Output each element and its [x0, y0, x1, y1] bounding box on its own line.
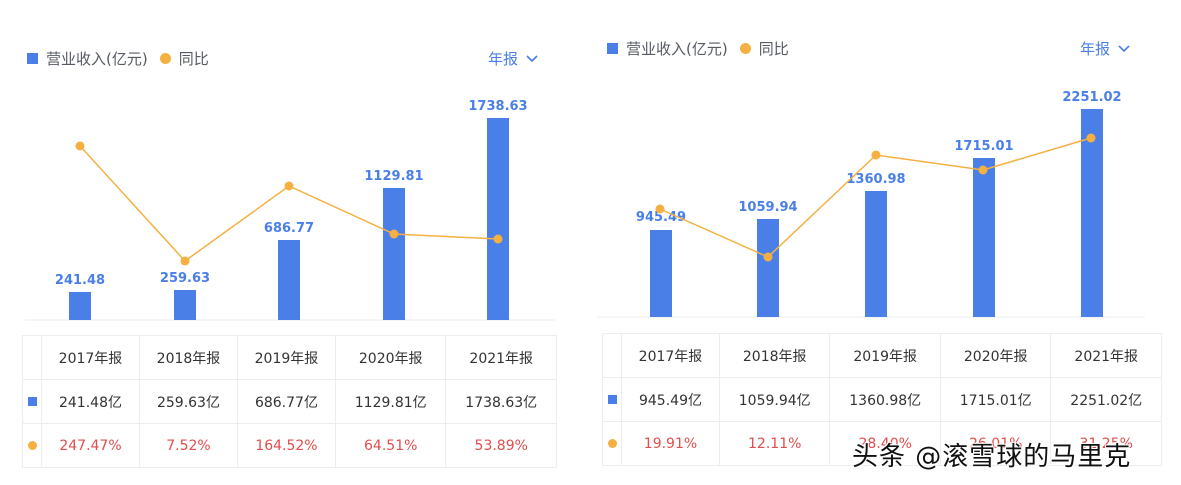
period-label: 年报: [488, 50, 519, 68]
revenue-row: 945.49亿 1059.94亿 1360.98亿 1715.01亿 2251.…: [602, 377, 1162, 422]
table-cell: 1059.94亿: [718, 377, 831, 422]
line-series-marker-icon: [27, 440, 37, 450]
left-chart-panel: 营业收入(亿元) 同比 年报 241.48 259.63 686.77 1129…: [0, 0, 590, 485]
period-label: 年报: [1080, 40, 1111, 58]
bar-legend-swatch-icon: [607, 43, 618, 54]
table-header: 2020年报: [939, 333, 1052, 378]
table-header: 2019年报: [829, 333, 941, 378]
table-cell: 2251.02亿: [1050, 377, 1162, 422]
svg-text:1738.63: 1738.63: [468, 99, 527, 114]
yoy-point-2021[interactable]: [1086, 133, 1096, 143]
table-cell: 247.47%: [41, 423, 140, 468]
svg-text:1360.98: 1360.98: [846, 172, 905, 187]
line-legend-dot-icon: [739, 43, 751, 54]
yoy-point-2017[interactable]: [75, 141, 85, 151]
table-cell: 945.49亿: [621, 377, 720, 422]
bar-series-marker-icon: [27, 396, 37, 406]
table-header: 2021年报: [445, 335, 557, 380]
table-cell: 259.63亿: [138, 379, 238, 424]
yoy-point-2017[interactable]: [655, 204, 665, 214]
legend-revenue-label: 营业收入(亿元): [46, 50, 148, 68]
revenue-bars: [650, 109, 1103, 317]
yoy-line: [655, 133, 1096, 262]
chart-legend: 营业收入(亿元) 同比: [27, 48, 209, 69]
yoy-point-2020[interactable]: [389, 229, 399, 239]
bar-2019[interactable]: [278, 240, 300, 320]
legend-yoy-label: 同比: [178, 50, 209, 68]
table-cell: 7.52%: [138, 423, 238, 468]
svg-text:945.49: 945.49: [636, 210, 686, 225]
bar-2021[interactable]: [1081, 109, 1103, 317]
watermark: 头条 @滚雪球的马里克: [852, 442, 1132, 472]
chart-legend: 营业收入(亿元) 同比: [607, 38, 789, 59]
yoy-point-2021[interactable]: [493, 234, 503, 244]
table-cell: 19.91%: [621, 421, 720, 466]
table-cell: 1360.98亿: [829, 377, 941, 422]
table-cell: 241.48亿: [41, 379, 140, 424]
yoy-point-2018[interactable]: [763, 252, 773, 262]
left-data-table: 2017年报 2018年报 2019年报 2020年报 2021年报 241.4…: [22, 335, 557, 468]
yoy-line: [75, 141, 503, 266]
svg-text:1715.01: 1715.01: [954, 139, 1013, 154]
bar-legend-swatch-icon: [27, 53, 38, 64]
bar-2020[interactable]: [973, 158, 995, 317]
table-cell: 164.52%: [236, 423, 336, 468]
table-cell: 1738.63亿: [445, 379, 557, 424]
bar-2020[interactable]: [383, 188, 405, 320]
line-legend-dot-icon: [159, 53, 171, 64]
right-data-table: 2017年报 2018年报 2019年报 2020年报 2021年报 945.4…: [602, 333, 1162, 466]
bar-value-labels: 241.48 259.63 686.77 1129.81 1738.63: [55, 99, 528, 288]
revenue-bars: [69, 118, 509, 320]
line-series-marker-icon: [607, 438, 617, 448]
table-header: 2018年报: [718, 333, 831, 378]
period-selector[interactable]: 年报: [488, 48, 538, 69]
table-header: 2017年报: [621, 333, 720, 378]
table-header-row: 2017年报 2018年报 2019年报 2020年报 2021年报: [602, 333, 1162, 378]
bar-2018[interactable]: [174, 290, 196, 320]
bar-series-marker-icon: [607, 394, 617, 404]
table-header: 2019年报: [236, 335, 336, 380]
table-header: 2021年报: [1050, 333, 1162, 378]
legend-yoy-label: 同比: [758, 40, 789, 58]
table-cell: 31.25%: [1050, 421, 1162, 466]
yoy-point-2018[interactable]: [180, 256, 190, 266]
chevron-down-icon: [1118, 44, 1130, 52]
yoy-row: 247.47% 7.52% 164.52% 64.51% 53.89%: [22, 423, 557, 468]
left-combo-chart: 241.48 259.63 686.77 1129.81 1738.63: [25, 99, 555, 321]
bar-2021[interactable]: [487, 118, 509, 320]
yoy-point-2019[interactable]: [871, 150, 881, 160]
chevron-down-icon: [526, 54, 538, 62]
table-cell: 53.89%: [445, 423, 557, 468]
yoy-row: 19.91% 12.11% 28.40% 26.01% 31.25%: [602, 421, 1162, 466]
bar-value-labels: 945.49 1059.94 1360.98 1715.01 2251.02: [636, 90, 1122, 225]
bar-2017[interactable]: [69, 292, 91, 320]
bar-2018[interactable]: [757, 219, 779, 317]
revenue-row: 241.48亿 259.63亿 686.77亿 1129.81亿 1738.63…: [22, 379, 557, 424]
svg-text:2251.02: 2251.02: [1062, 90, 1121, 105]
table-header: 2017年报: [41, 335, 140, 380]
svg-text:1059.94: 1059.94: [738, 200, 797, 215]
table-cell: 12.11%: [718, 421, 831, 466]
table-cell: 28.40%: [829, 421, 941, 466]
table-header: 2020年报: [334, 335, 447, 380]
bar-2019[interactable]: [865, 191, 887, 317]
legend-revenue-label: 营业收入(亿元): [626, 40, 728, 58]
period-selector[interactable]: 年报: [1080, 38, 1130, 59]
right-combo-chart: 945.49 1059.94 1360.98 1715.01 2251.02: [597, 90, 1145, 318]
yoy-point-2019[interactable]: [284, 181, 294, 191]
right-chart-panel: 营业收入(亿元) 同比 年报 945.49 1059.94 1360.98 17…: [590, 0, 1181, 485]
svg-text:1129.81: 1129.81: [364, 169, 423, 184]
svg-text:259.63: 259.63: [160, 271, 210, 286]
table-cell: 1129.81亿: [334, 379, 447, 424]
table-header: 2018年报: [138, 335, 238, 380]
bar-2017[interactable]: [650, 230, 672, 317]
table-header-row: 2017年报 2018年报 2019年报 2020年报 2021年报: [22, 335, 557, 380]
svg-text:241.48: 241.48: [55, 273, 105, 288]
table-cell: 686.77亿: [236, 379, 336, 424]
table-cell: 1715.01亿: [939, 377, 1052, 422]
yoy-point-2020[interactable]: [978, 165, 988, 175]
svg-text:686.77: 686.77: [264, 221, 314, 236]
table-cell: 64.51%: [334, 423, 447, 468]
